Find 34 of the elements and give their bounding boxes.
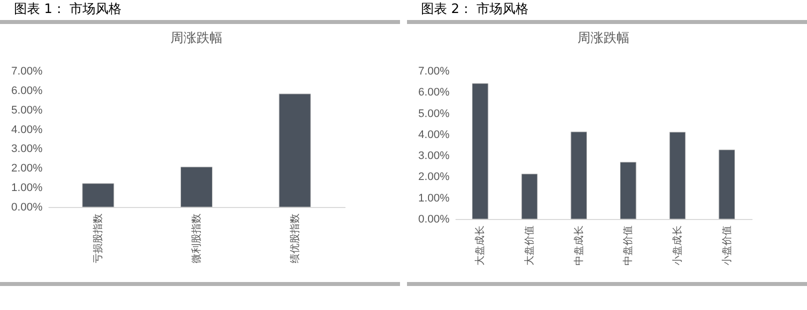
- bar: [472, 83, 488, 220]
- x-tick-label: 中盘价值: [622, 226, 634, 266]
- bar: [82, 183, 114, 208]
- y-tick-label: 4.00%: [418, 128, 450, 141]
- y-tick-label: 5.00%: [418, 108, 450, 120]
- chart-title: 图表 2： 市场风格: [407, 0, 807, 24]
- x-tick-label: 亏损股指数: [92, 214, 104, 264]
- chart-subtitle: 周涨跌幅: [578, 31, 630, 46]
- y-tick-label: 7.00%: [11, 66, 43, 78]
- y-tick-label: 4.00%: [11, 124, 43, 136]
- bar: [180, 166, 212, 208]
- bar: [278, 94, 311, 208]
- x-tick-label: 大盘价值: [523, 226, 536, 266]
- y-tick-label: 3.00%: [418, 150, 450, 162]
- chart-subtitle: 周涨跌幅: [170, 31, 222, 46]
- y-tick-label: 2.00%: [418, 171, 450, 184]
- y-tick-label: 1.00%: [418, 192, 450, 204]
- x-tick-label: 中盘成长: [572, 226, 585, 266]
- bar: [718, 150, 735, 220]
- y-tick-label: 3.00%: [11, 143, 43, 156]
- chart-title: 图表 1： 市场风格: [0, 0, 400, 24]
- y-tick-label: 6.00%: [418, 86, 450, 99]
- bar: [570, 132, 587, 220]
- y-tick-label: 0.00%: [11, 202, 43, 214]
- bar: [521, 174, 538, 220]
- y-tick-label: 6.00%: [11, 84, 43, 97]
- y-tick-label: 0.00%: [418, 214, 450, 226]
- y-tick-label: 2.00%: [11, 162, 43, 175]
- bar: [669, 132, 686, 220]
- x-tick-label: 大盘成长: [474, 226, 486, 266]
- y-tick-label: 7.00%: [418, 66, 450, 78]
- y-tick-label: 5.00%: [11, 104, 43, 116]
- bar: [620, 162, 636, 220]
- y-tick-label: 1.00%: [11, 182, 43, 194]
